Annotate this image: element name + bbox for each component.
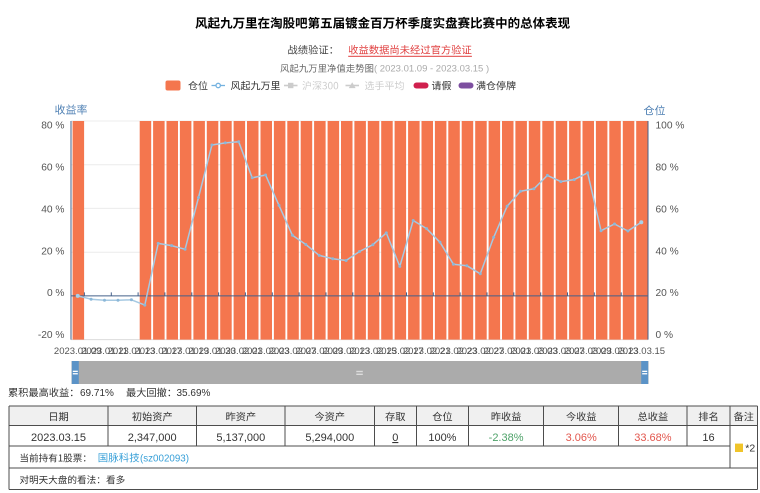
svg-text:*2: *2 — [745, 443, 755, 455]
svg-text:2023.01.13: 2023.01.13 — [108, 346, 156, 357]
svg-text:2023.02.17: 2023.02.17 — [376, 346, 424, 357]
svg-text:2023.03.01: 2023.03.01 — [483, 346, 531, 357]
svg-text:(sz002093): (sz002093) — [140, 454, 189, 465]
svg-text:2023.02.15: 2023.02.15 — [349, 346, 397, 357]
svg-text:-20 %: -20 % — [38, 330, 65, 341]
svg-text:35.69%: 35.69% — [177, 388, 211, 399]
svg-text:80 %: 80 % — [41, 120, 64, 131]
svg-text:2023.02.13: 2023.02.13 — [322, 346, 370, 357]
svg-text:2023.03.03: 2023.03.03 — [510, 346, 558, 357]
svg-text:2023.01.30: 2023.01.30 — [188, 346, 236, 357]
svg-text:2023.02.21: 2023.02.21 — [403, 346, 451, 357]
svg-text:2023.01.09: 2023.01.09 — [54, 346, 102, 357]
svg-text:20 %: 20 % — [41, 246, 64, 257]
svg-text:2023.02.07: 2023.02.07 — [269, 346, 317, 357]
svg-text:2023.02.27: 2023.02.27 — [457, 346, 505, 357]
svg-text:2023.03.15: 2023.03.15 — [618, 346, 666, 357]
svg-text:80 %: 80 % — [656, 163, 679, 174]
svg-text:60 %: 60 % — [656, 205, 679, 216]
svg-text:5,294,000: 5,294,000 — [305, 432, 354, 444]
svg-text:5,137,000: 5,137,000 — [216, 432, 265, 444]
svg-text:2023.01.19: 2023.01.19 — [161, 346, 209, 357]
svg-text:0: 0 — [392, 432, 398, 444]
svg-text:69.71%: 69.71% — [80, 388, 114, 399]
svg-text:( 2023.01.09 - 2023.03.15 ): ( 2023.01.09 - 2023.03.15 ) — [374, 64, 489, 75]
svg-text:100 %: 100 % — [656, 120, 685, 131]
svg-text:0 %: 0 % — [656, 330, 674, 341]
svg-text:2023.03.15: 2023.03.15 — [31, 432, 86, 444]
svg-text:0 %: 0 % — [47, 288, 65, 299]
svg-text:20 %: 20 % — [656, 288, 679, 299]
svg-text:40 %: 40 % — [41, 205, 64, 216]
svg-text:2023.02.03: 2023.02.03 — [242, 346, 290, 357]
svg-text:2023.01.17: 2023.01.17 — [134, 346, 182, 357]
svg-text:33.68%: 33.68% — [634, 432, 672, 444]
svg-text:3.06%: 3.06% — [566, 432, 597, 444]
svg-text:40 %: 40 % — [656, 246, 679, 257]
svg-text:2023.03.09: 2023.03.09 — [564, 346, 612, 357]
svg-text:2023.02.09: 2023.02.09 — [295, 346, 343, 357]
svg-text:100%: 100% — [428, 432, 456, 444]
svg-text:60 %: 60 % — [41, 163, 64, 174]
svg-text:-2.38%: -2.38% — [489, 432, 524, 444]
svg-text:2023.03.07: 2023.03.07 — [537, 346, 585, 357]
svg-text:2,347,000: 2,347,000 — [128, 432, 177, 444]
svg-text:16: 16 — [702, 432, 714, 444]
svg-text:2023.01.11: 2023.01.11 — [81, 346, 128, 357]
svg-text:2023.02.23: 2023.02.23 — [430, 346, 478, 357]
svg-text:2023.03.13: 2023.03.13 — [591, 346, 639, 357]
svg-text:2023.02.01: 2023.02.01 — [215, 346, 263, 357]
